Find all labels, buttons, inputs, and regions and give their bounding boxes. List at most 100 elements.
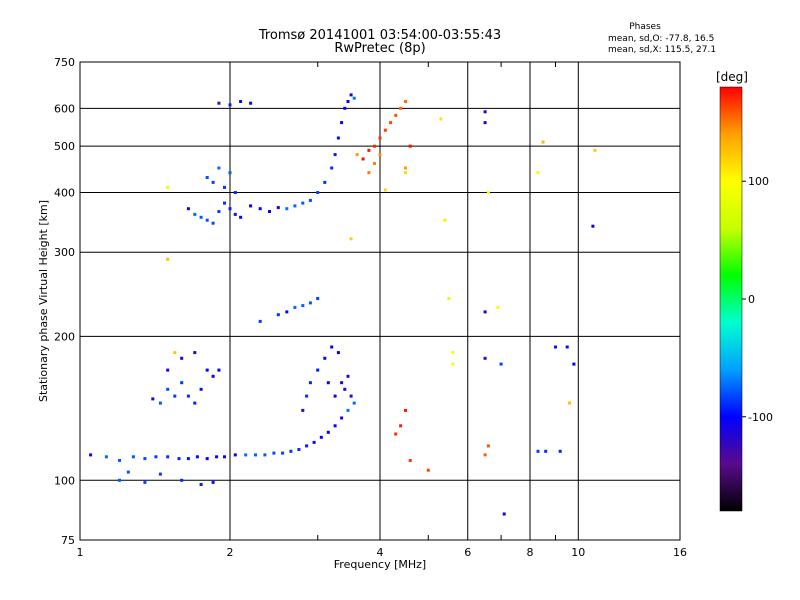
data-point (258, 319, 262, 323)
data-point (217, 210, 221, 213)
data-point (199, 387, 203, 391)
data-point (186, 207, 190, 211)
data-point (483, 453, 487, 457)
data-point (89, 453, 93, 457)
data-point (439, 117, 443, 121)
data-point (217, 101, 221, 105)
data-point (483, 110, 487, 114)
plot-frame (79, 61, 681, 541)
data-point (312, 440, 316, 444)
data-point (349, 93, 353, 97)
y-tick-label: 100 (54, 474, 75, 487)
data-point (591, 224, 595, 228)
data-point (399, 106, 403, 110)
colorbar-label: [deg] (716, 70, 748, 84)
data-point (330, 166, 334, 170)
phase-stats-x: mean, sd,X: 115.5, 27.1 (608, 45, 717, 55)
x-tick-label: 8 (527, 546, 534, 559)
data-point (118, 459, 121, 462)
data-point (173, 394, 177, 398)
data-point (199, 483, 203, 486)
data-point (186, 457, 190, 461)
data-point (404, 166, 407, 170)
data-point (483, 310, 487, 314)
data-point (285, 310, 289, 314)
y-tick-label: 600 (54, 102, 75, 115)
data-point (244, 453, 248, 457)
data-points (89, 93, 597, 516)
data-point (544, 449, 548, 453)
y-tick-label: 300 (54, 246, 75, 259)
data-point (249, 204, 253, 208)
data-point (346, 408, 350, 412)
data-point (305, 394, 309, 398)
data-point (297, 448, 301, 451)
data-point (249, 101, 253, 105)
data-point (499, 362, 503, 366)
data-point (483, 121, 487, 125)
colorbar-tick-label: 0 (748, 293, 755, 306)
data-point (276, 206, 280, 210)
phase-header: Phases (629, 22, 661, 32)
data-point (180, 381, 184, 385)
data-point (263, 453, 267, 457)
data-point (285, 207, 289, 211)
data-point (554, 345, 557, 349)
data-point (217, 368, 221, 372)
data-point (593, 148, 597, 152)
data-point (217, 166, 221, 170)
data-point (166, 387, 170, 391)
data-point (233, 212, 237, 216)
data-point (154, 455, 158, 459)
data-point (326, 381, 330, 385)
data-point (143, 480, 147, 484)
chart-subtitle: RwPretec (8p) (334, 41, 426, 56)
data-point (361, 157, 365, 161)
data-point (408, 459, 412, 462)
axis-ticks: 1 2 4 6 8 10 16 75 100 200 300 400 500 600 750 (54, 56, 687, 559)
data-point (352, 401, 356, 405)
x-tick-label: 1 (77, 546, 84, 559)
data-point (349, 237, 353, 241)
data-point (308, 301, 312, 305)
x-tick-label: 2 (227, 546, 234, 559)
data-point (223, 201, 226, 205)
data-point (333, 153, 337, 157)
data-point (228, 171, 232, 175)
data-point (316, 191, 320, 194)
data-point (572, 362, 576, 366)
data-point (541, 140, 545, 144)
data-point (166, 257, 170, 261)
y-axis-label: Stationary phase Virtual Height [km] (37, 200, 50, 402)
data-point (486, 191, 490, 194)
data-point (389, 121, 393, 125)
y-tick-label: 400 (54, 186, 75, 199)
data-point (394, 432, 398, 436)
data-point (502, 512, 506, 516)
data-point (404, 171, 407, 175)
data-point (373, 162, 376, 165)
data-point (336, 351, 340, 355)
data-point (186, 394, 190, 398)
x-tick-label: 10 (571, 546, 585, 559)
data-point (158, 472, 162, 476)
data-point (316, 297, 320, 300)
data-point (272, 451, 276, 455)
y-tick-label: 200 (54, 330, 75, 343)
data-point (496, 305, 500, 309)
data-point (215, 455, 219, 459)
data-point (151, 397, 155, 401)
data-point (193, 351, 197, 355)
data-point (378, 136, 382, 140)
data-point (158, 401, 162, 405)
data-point (565, 345, 569, 349)
data-point (378, 153, 382, 157)
data-point (367, 148, 371, 152)
data-point (346, 100, 350, 103)
data-point (308, 381, 312, 385)
data-point (211, 221, 215, 225)
chart-title: Tromsø 20141001 03:54:00-03:55:43 (258, 28, 502, 43)
data-point (195, 455, 199, 459)
data-point (143, 457, 147, 461)
data-point (319, 435, 323, 439)
